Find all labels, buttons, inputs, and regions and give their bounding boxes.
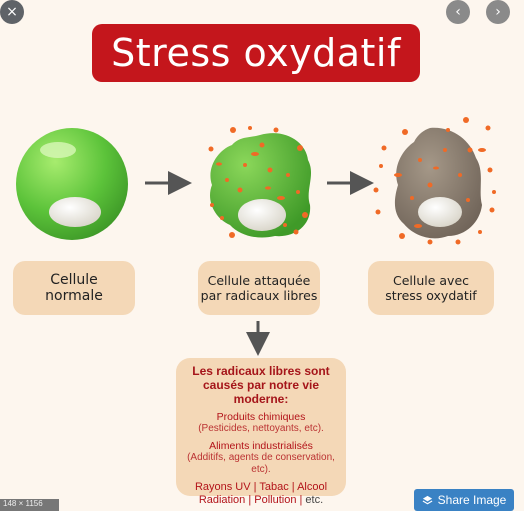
close-icon: × (6, 4, 18, 20)
causes-heading: Les radicaux libres sont causés par notr… (192, 364, 330, 406)
layers-icon (422, 495, 433, 504)
chevron-right-icon: › (495, 4, 501, 20)
normal-cell (16, 128, 128, 240)
page-title: Stress oxydatif (111, 31, 401, 75)
causes-box: Les radicaux libres sont causés par notr… (176, 358, 346, 506)
cause-other-etc: etc. (302, 494, 324, 506)
previous-button[interactable]: ‹ (446, 0, 470, 24)
cause-chemicals: Produits chimiques (216, 411, 306, 423)
cause-other-line1: Rayons UV | Tabac | Alcool (194, 481, 328, 493)
label-attacked-cell: Cellule attaquée par radicaux libres (198, 261, 320, 315)
cause-other-line2: Radiation | Pollution | (198, 494, 303, 506)
label-normal-cell: Cellule normale (13, 261, 135, 315)
label-stressed-cell: Cellule avec stress oxydatif (368, 261, 494, 315)
next-button[interactable]: › (486, 0, 510, 24)
attacked-cell (208, 126, 312, 238)
chevron-left-icon: ‹ (455, 4, 461, 20)
share-image-button[interactable]: Share Image (414, 489, 514, 511)
close-button[interactable]: × (0, 0, 24, 24)
cause-processed-food-detail: (Additifs, agents de conservation, etc). (187, 452, 335, 475)
cause-other-list: Rayons UV | Tabac | Alcool Radiation | Po… (176, 481, 346, 507)
stressed-cell (373, 117, 496, 245)
title-banner: Stress oxydatif (92, 24, 420, 82)
label-attacked-cell-text: Cellule attaquée par radicaux libres (200, 273, 318, 303)
cause-processed-food: Aliments industrialisés (209, 440, 313, 452)
image-dimensions: 148 × 1156 (0, 499, 59, 511)
cause-chemicals-detail: (Pesticides, nettoyants, etc). (198, 423, 324, 434)
label-stressed-cell-text: Cellule avec stress oxydatif (385, 273, 477, 303)
share-image-label: Share Image (437, 493, 507, 507)
label-normal-cell-text: Cellule normale (45, 272, 103, 304)
